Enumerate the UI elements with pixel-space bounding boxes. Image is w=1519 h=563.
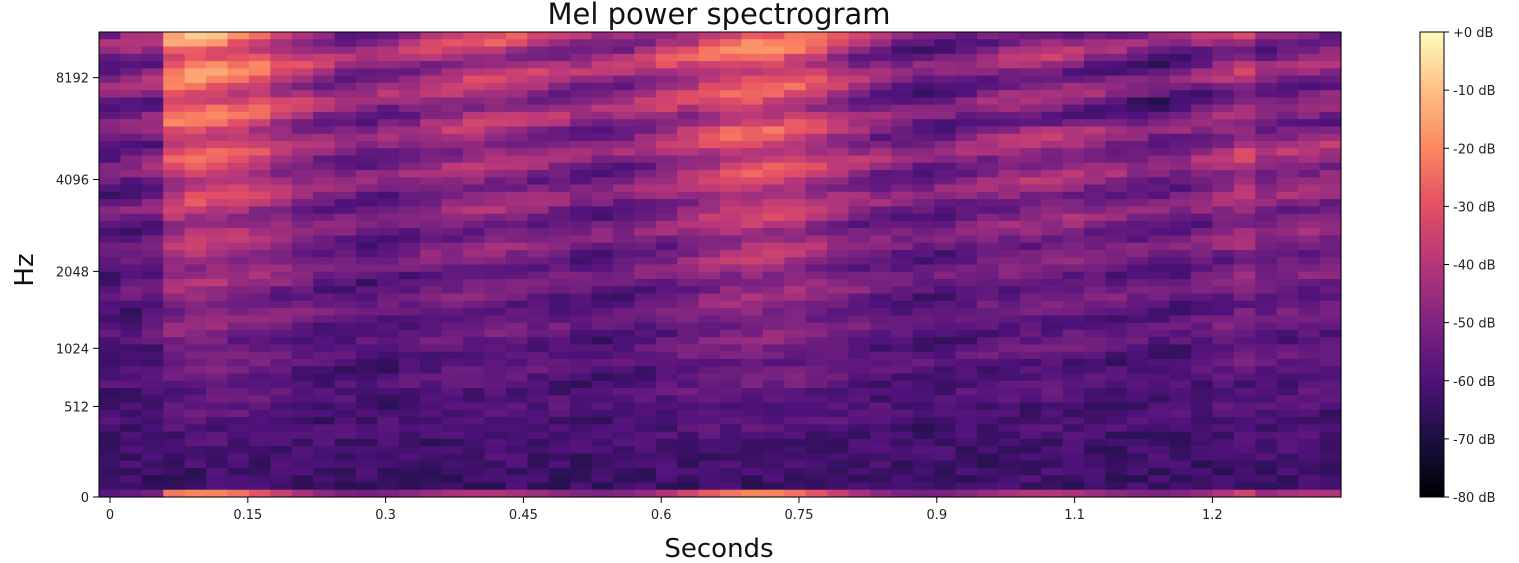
x-tick-label: 0.3 [375,508,396,523]
colorbar-tick-label: -70 dB [1453,433,1496,448]
x-axis-label: Seconds [664,534,773,563]
colorbar-tick-label: -10 dB [1453,84,1496,99]
y-tick-label: 4096 [56,173,89,188]
spectrogram-heatmap [99,32,1342,498]
x-tick-label: 0.75 [785,508,814,523]
y-tick-label: 8192 [56,72,89,87]
x-tick-label: 0.6 [651,508,672,523]
colorbar-ticks: +0 dB -10 dB -20 dB -30 dB -40 dB -50 dB -60 d… [1444,26,1496,506]
colorbar-tick-label: +0 dB [1453,26,1493,41]
y-axis: 0 512 1024 2048 4096 8192 [56,72,99,506]
x-axis: 0 0.15 0.3 0.45 0.6 0.75 0.9 1.1 1.2 [106,497,1223,523]
colorbar-tick-label: -20 dB [1453,142,1496,157]
plot-frame [98,31,1342,498]
y-tick-label: 2048 [56,265,89,280]
colorbar-tick-label: -40 dB [1453,259,1496,274]
x-tick-label: 0.9 [926,508,947,523]
y-tick-label: 1024 [56,342,89,357]
plot-area [98,31,1342,498]
chart-title: Mel power spectrogram [547,0,890,31]
x-tick-label: 1.1 [1064,508,1085,523]
x-tick-label: 0.15 [233,508,262,523]
colorbar-tick-label: -80 dB [1453,491,1496,506]
colorbar: +0 dB -10 dB -20 dB -30 dB -40 dB -50 dB -60 d… [1419,26,1496,506]
colorbar-tick-label: -60 dB [1453,375,1496,390]
x-tick-label: 1.2 [1202,508,1223,523]
colorbar-tick-label: -30 dB [1453,200,1496,215]
y-tick-label: 0 [81,491,89,506]
colorbar-gradient [1419,31,1445,498]
y-axis-label: Hz [10,253,40,286]
x-tick-label: 0 [106,508,114,523]
x-tick-label: 0.45 [509,508,538,523]
colorbar-tick-label: -50 dB [1453,317,1496,332]
y-tick-label: 512 [64,400,89,415]
